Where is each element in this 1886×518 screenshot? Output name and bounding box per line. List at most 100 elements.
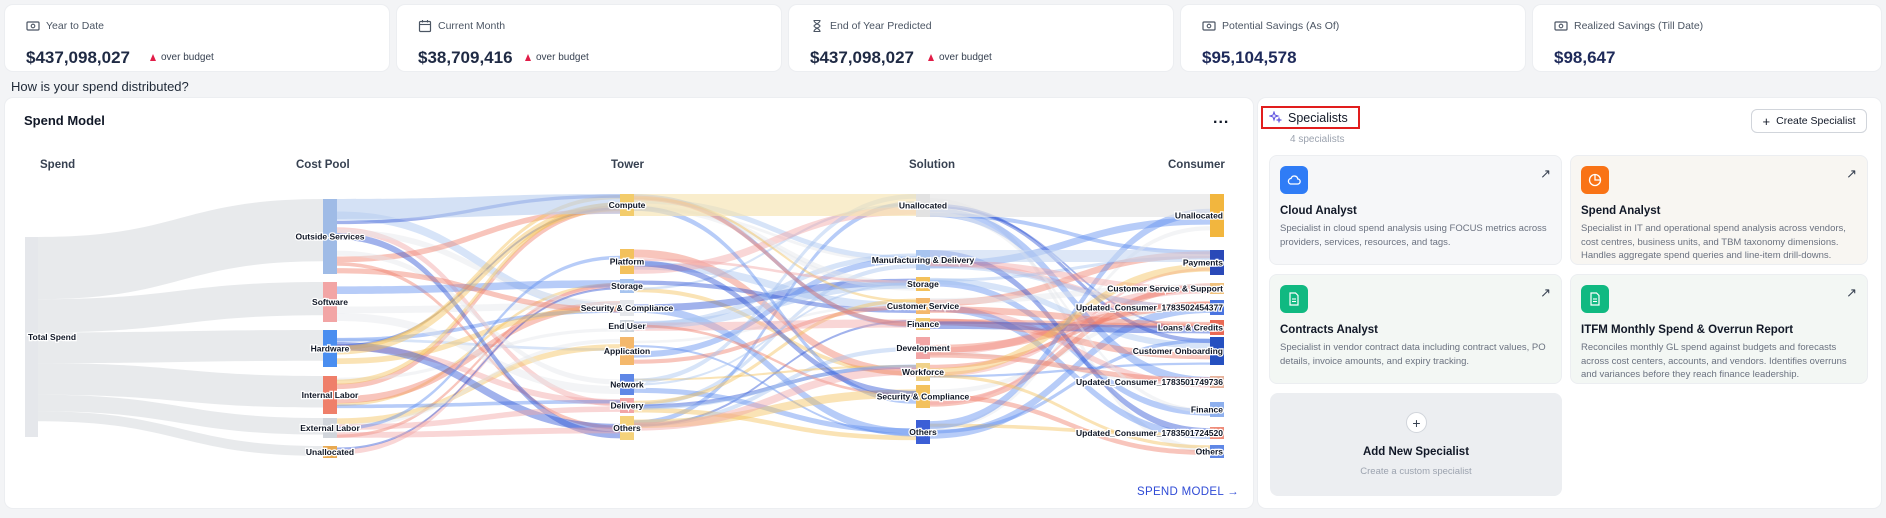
create-specialist-button[interactable]: + Create Specialist	[1751, 109, 1867, 133]
link-solution-to-consumer[interactable]	[930, 302, 1210, 353]
link-solution-to-consumer[interactable]	[930, 423, 1210, 437]
link-tower-to-solution[interactable]	[634, 194, 916, 216]
link-solution-to-consumer[interactable]	[930, 217, 1210, 269]
link-solution-to-consumer[interactable]	[930, 277, 1210, 349]
link-tower-to-solution[interactable]	[634, 203, 916, 291]
link-solution-to-consumer[interactable]	[930, 283, 1210, 407]
link-cost-pool-to-tower[interactable]	[337, 406, 620, 430]
link-tower-to-solution[interactable]	[634, 195, 916, 327]
specialist-card-itfm-report[interactable]: ↗ ITFM Monthly Spend & Overrun Report Re…	[1570, 274, 1868, 384]
link-solution-to-consumer[interactable]	[930, 352, 1210, 383]
link-solution-to-consumer[interactable]	[930, 212, 1210, 255]
link-tower-to-solution[interactable]	[634, 261, 916, 311]
link-solution-to-consumer[interactable]	[930, 305, 1210, 388]
link-tower-to-solution[interactable]	[634, 205, 916, 404]
sankey-node-solution[interactable]	[916, 318, 930, 330]
link-solution-to-consumer[interactable]	[930, 211, 1210, 413]
link-cost-pool-to-tower[interactable]	[337, 250, 620, 385]
sankey-node-cost-pool[interactable]	[323, 199, 337, 274]
link-cost-pool-to-tower[interactable]	[337, 427, 620, 438]
link-cost-pool-to-tower[interactable]	[337, 268, 620, 313]
link-cost-pool-to-tower[interactable]	[337, 305, 620, 365]
link-solution-to-consumer[interactable]	[930, 205, 1210, 332]
link-cost-pool-to-tower[interactable]	[337, 338, 620, 428]
sankey-node-solution[interactable]	[916, 194, 930, 217]
sankey-node-consumer[interactable]	[1210, 300, 1224, 315]
link-tower-to-solution[interactable]	[634, 324, 916, 397]
link-tower-to-solution[interactable]	[634, 280, 916, 314]
link-tower-to-solution[interactable]	[634, 258, 916, 284]
link-solution-to-consumer[interactable]	[930, 318, 1210, 360]
more-options-icon[interactable]: ...	[1213, 110, 1230, 127]
open-arrow-icon[interactable]: ↗	[1540, 285, 1551, 300]
sankey-node-tower[interactable]	[620, 194, 634, 216]
sankey-node-consumer[interactable]	[1210, 445, 1224, 458]
link-cost-pool-to-tower[interactable]	[337, 255, 620, 431]
link-spend-to-cost-pool[interactable]	[38, 330, 323, 364]
sankey-node-tower[interactable]	[620, 337, 634, 365]
link-solution-to-consumer[interactable]	[930, 263, 1210, 377]
link-cost-pool-to-tower[interactable]	[337, 328, 620, 381]
sankey-node-consumer[interactable]	[1210, 283, 1224, 294]
link-cost-pool-to-tower[interactable]	[337, 301, 620, 404]
link-solution-to-consumer[interactable]	[930, 351, 1210, 386]
link-cost-pool-to-tower[interactable]	[337, 205, 620, 390]
link-solution-to-consumer[interactable]	[930, 267, 1210, 405]
link-spend-to-cost-pool[interactable]	[38, 282, 323, 333]
link-tower-to-solution[interactable]	[634, 278, 916, 312]
link-tower-to-solution[interactable]	[634, 366, 916, 431]
link-tower-to-solution[interactable]	[634, 364, 916, 409]
sankey-node-solution[interactable]	[916, 277, 930, 291]
link-tower-to-solution[interactable]	[634, 319, 916, 331]
link-tower-to-solution[interactable]	[634, 207, 916, 263]
link-cost-pool-to-tower[interactable]	[337, 344, 620, 425]
sankey-node-consumer[interactable]	[1210, 376, 1224, 388]
sankey-diagram[interactable]: Total Spend Outside Services Software Hardw…	[25, 180, 1230, 480]
link-cost-pool-to-tower[interactable]	[337, 207, 620, 347]
link-spend-to-cost-pool[interactable]	[38, 394, 323, 435]
link-cost-pool-to-tower[interactable]	[337, 280, 620, 294]
link-spend-to-cost-pool[interactable]	[38, 199, 323, 300]
sankey-node-tower[interactable]	[620, 398, 634, 413]
link-cost-pool-to-tower[interactable]	[337, 211, 620, 312]
spend-model-link[interactable]: SPEND MODEL →	[1137, 486, 1239, 498]
link-solution-to-consumer[interactable]	[930, 394, 1210, 455]
link-solution-to-consumer[interactable]	[930, 208, 1210, 429]
link-tower-to-solution[interactable]	[634, 196, 916, 303]
link-tower-to-solution[interactable]	[634, 263, 916, 407]
link-cost-pool-to-tower[interactable]	[337, 194, 620, 219]
link-cost-pool-to-tower[interactable]	[337, 282, 620, 455]
link-solution-to-consumer[interactable]	[930, 198, 1210, 453]
sankey-node-consumer[interactable]	[1210, 337, 1224, 365]
link-cost-pool-to-tower[interactable]	[337, 344, 620, 406]
link-tower-to-solution[interactable]	[634, 346, 916, 427]
link-solution-to-consumer[interactable]	[930, 285, 1210, 356]
sankey-node-tower[interactable]	[620, 249, 634, 274]
link-cost-pool-to-tower[interactable]	[337, 282, 620, 407]
link-solution-to-consumer[interactable]	[930, 284, 1210, 305]
link-tower-to-solution[interactable]	[634, 298, 916, 405]
link-solution-to-consumer[interactable]	[930, 301, 1210, 369]
link-tower-to-solution[interactable]	[634, 407, 916, 441]
link-solution-to-consumer[interactable]	[930, 226, 1210, 431]
link-tower-to-solution[interactable]	[634, 256, 916, 358]
link-tower-to-solution[interactable]	[634, 249, 916, 377]
sankey-node-tower[interactable]	[620, 279, 634, 293]
link-tower-to-solution[interactable]	[634, 303, 916, 344]
link-solution-to-consumer[interactable]	[930, 286, 1210, 377]
link-cost-pool-to-tower[interactable]	[337, 309, 620, 342]
link-tower-to-solution[interactable]	[634, 389, 916, 429]
link-solution-to-consumer[interactable]	[930, 250, 1210, 435]
link-solution-to-consumer[interactable]	[930, 303, 1210, 395]
link-tower-to-solution[interactable]	[634, 206, 916, 274]
sankey-node-cost-pool[interactable]	[323, 418, 337, 438]
link-tower-to-solution[interactable]	[634, 305, 916, 364]
specialist-card-spend-analyst[interactable]: ↗ Spend Analyst Specialist in IT and ope…	[1570, 155, 1868, 265]
sankey-node-tower[interactable]	[620, 374, 634, 395]
sankey-node-tower[interactable]	[620, 416, 634, 440]
plus-icon[interactable]: +	[1406, 412, 1427, 433]
link-tower-to-solution[interactable]	[634, 305, 916, 437]
link-solution-to-consumer[interactable]	[930, 362, 1210, 378]
link-tower-to-solution[interactable]	[634, 319, 916, 427]
sankey-node-solution[interactable]	[916, 420, 930, 444]
